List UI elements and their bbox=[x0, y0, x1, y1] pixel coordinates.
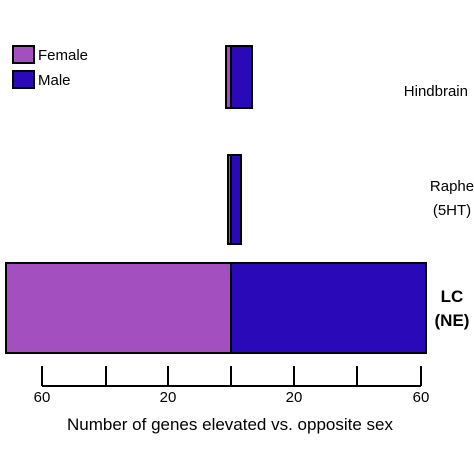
x-axis: 60 20 20 60 bbox=[34, 366, 430, 406]
bar-male-raphe-5ht bbox=[230, 154, 242, 245]
x-tick-label-20: 20 bbox=[286, 389, 303, 406]
legend-label-male: Male bbox=[38, 72, 71, 89]
category-label-raphe-5ht: Raphe (5HT) bbox=[430, 178, 474, 219]
bars-group bbox=[5, 45, 427, 354]
legend-swatch-female bbox=[12, 45, 35, 64]
bar-male-lc-ne bbox=[230, 262, 427, 354]
category-labels: Hindbrain Raphe (5HT) LC (NE) bbox=[404, 83, 474, 330]
bar-male-hindbrain bbox=[230, 45, 253, 109]
legend: Female Male bbox=[12, 45, 88, 89]
x-tick-label-neg60: 60 bbox=[34, 389, 51, 406]
x-axis-title: Number of genes elevated vs. opposite se… bbox=[67, 415, 394, 434]
bar-female-lc-ne bbox=[5, 262, 232, 354]
legend-label-female: Female bbox=[38, 47, 88, 64]
legend-swatch-male bbox=[12, 70, 35, 89]
x-tick-label-60: 60 bbox=[413, 389, 430, 406]
x-tick-label-neg20: 20 bbox=[160, 389, 177, 406]
category-label-lc-ne: LC (NE) bbox=[435, 287, 470, 330]
category-label-hindbrain: Hindbrain bbox=[404, 83, 468, 100]
